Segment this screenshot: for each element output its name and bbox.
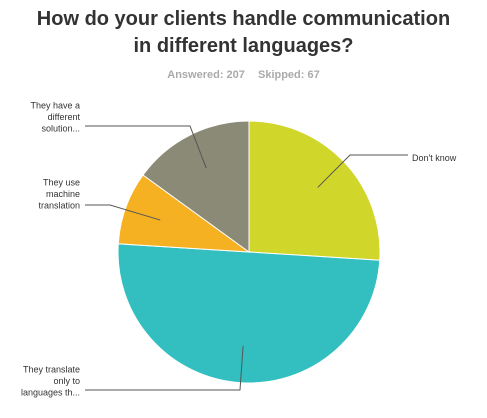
label-leader-line	[85, 346, 244, 391]
slice-label: Don't know	[412, 153, 457, 163]
slice-label-line: solution...	[41, 124, 80, 134]
slice-label-line: languages th...	[21, 388, 80, 398]
slice-label-line: only to	[53, 376, 80, 386]
slice-label: They have a different solution...	[30, 101, 80, 134]
label-leader-line	[85, 125, 207, 169]
skipped-count: Skipped: 67	[257, 69, 320, 81]
slice-label-line: machine	[46, 189, 80, 199]
slice-label-line: different	[48, 112, 81, 122]
pie-slice[interactable]	[142, 120, 250, 253]
response-stats: Answered: 207 Skipped: 67	[0, 69, 487, 81]
slice-label: They translate only to languages th...	[21, 365, 80, 398]
slice-label-line: They translate	[23, 365, 80, 375]
pie-slice[interactable]	[248, 120, 381, 261]
slice-label: They use machine translation	[38, 178, 80, 211]
answered-count: Answered: 207	[167, 69, 245, 81]
chart-title-line-2: in different languages?	[133, 35, 354, 57]
slice-label-line: translation	[38, 201, 80, 211]
chart-title: How do your clients handle communication…	[0, 6, 487, 60]
chart-title-line-1: How do your clients handle communication	[36, 8, 451, 30]
slice-label-line: They use	[43, 178, 80, 188]
label-leader-line	[317, 154, 408, 188]
slice-label-line: They have a	[30, 101, 80, 111]
slice-label-line: Don't know	[412, 153, 457, 163]
label-leader-line	[85, 204, 161, 221]
pie-slice[interactable]	[117, 243, 381, 384]
